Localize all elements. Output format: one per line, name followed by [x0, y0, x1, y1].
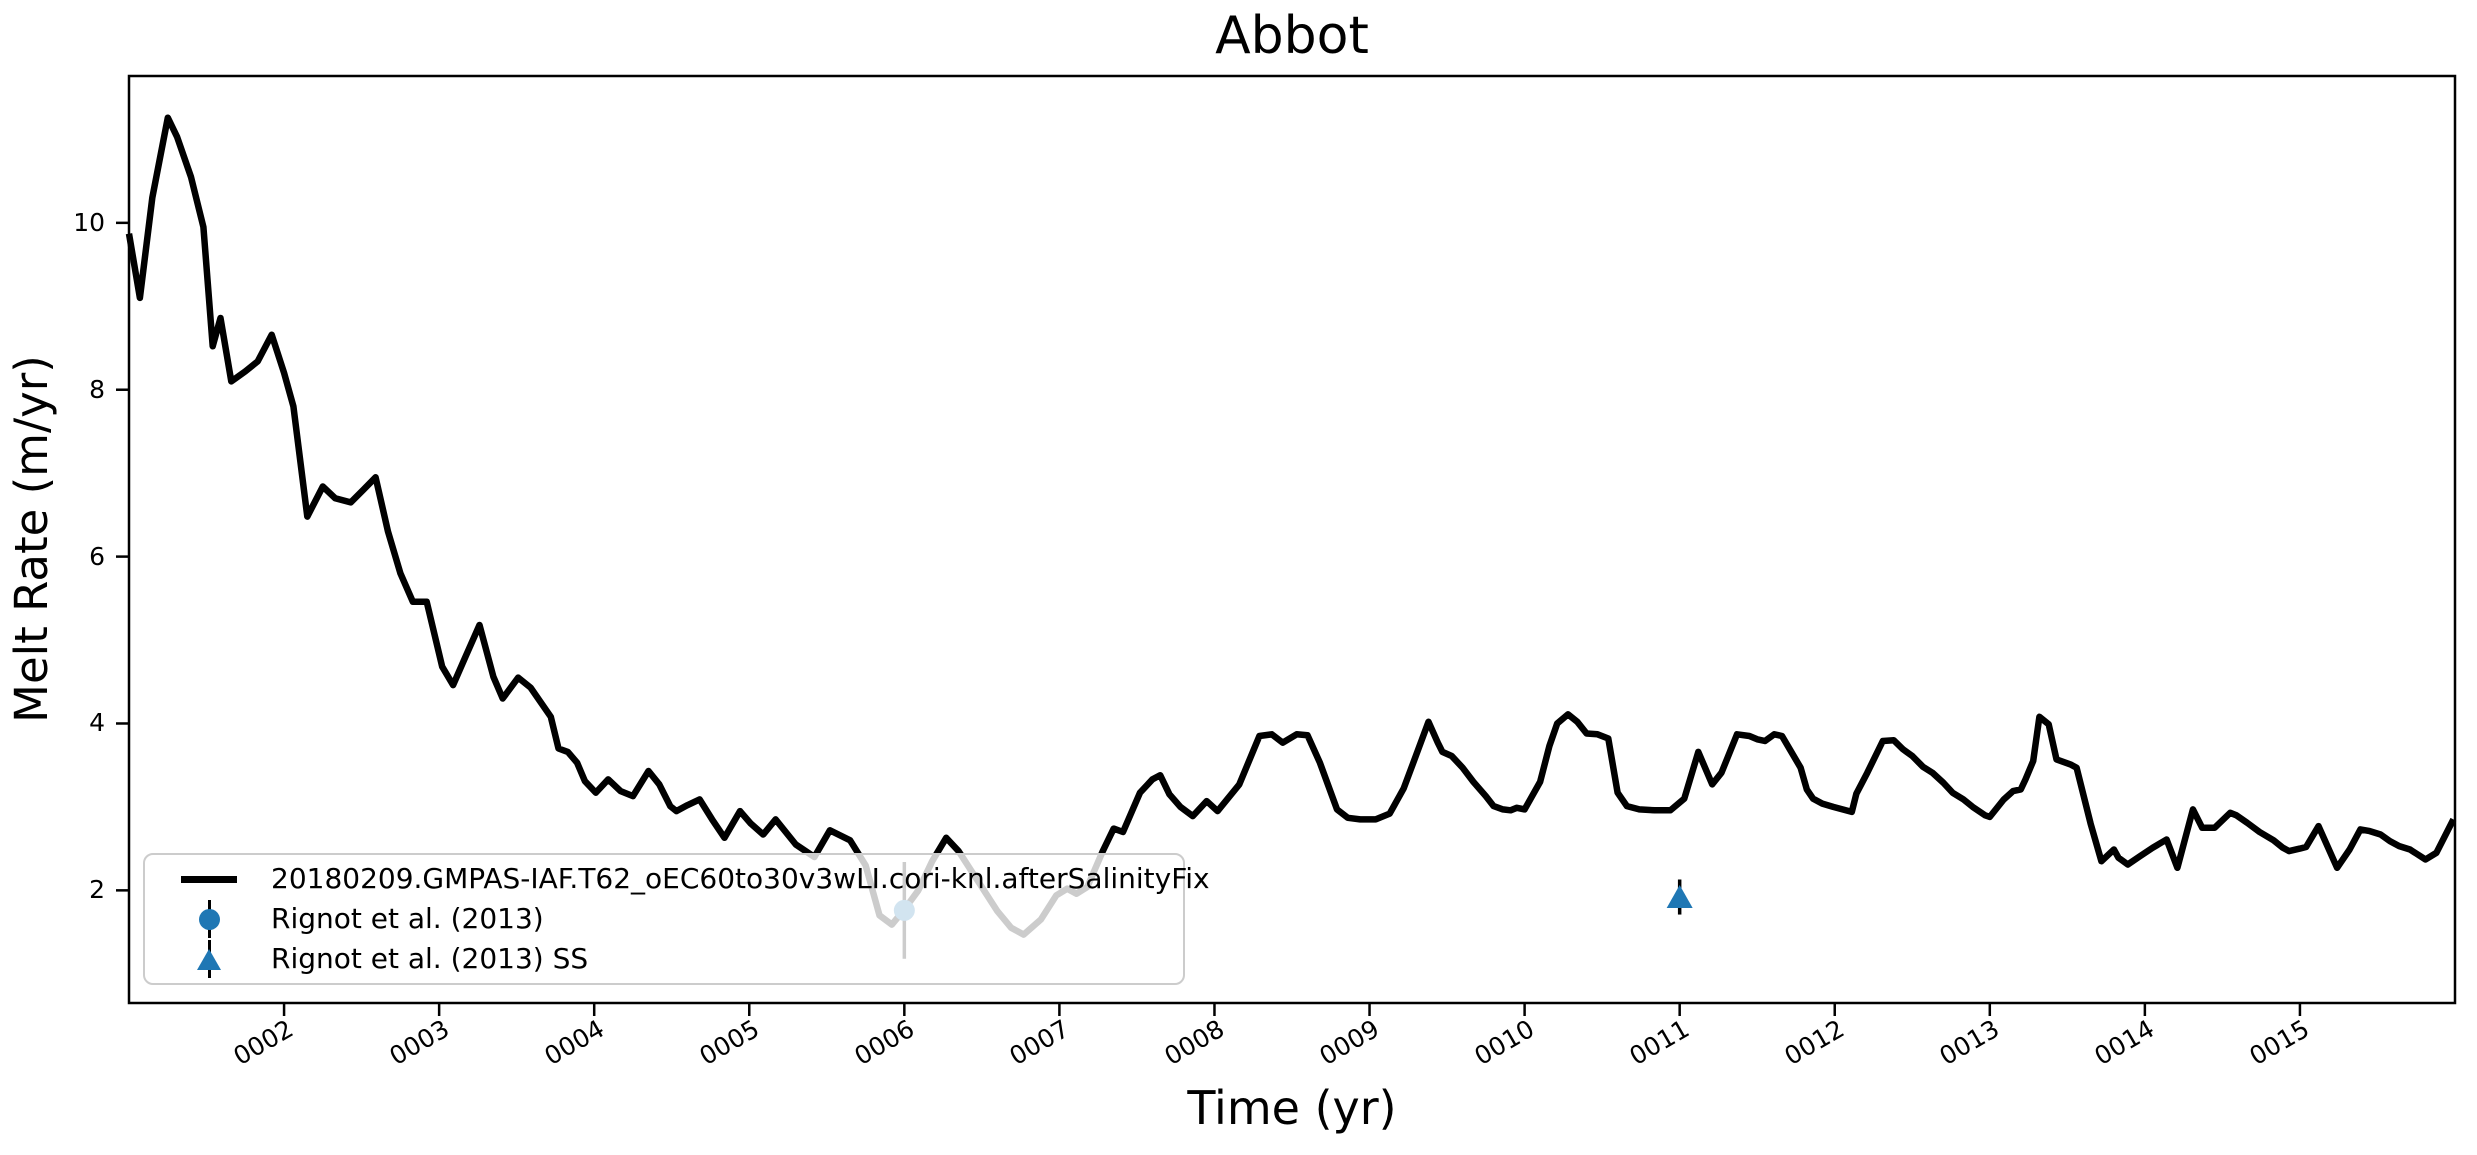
- legend-entry-rignot: Rignot et al. (2013): [145, 900, 1183, 938]
- legend-label: Rignot et al. (2013) SS: [271, 942, 589, 975]
- melt-rate-line: [125, 114, 2457, 938]
- y-tick-label: 4: [89, 708, 105, 738]
- circle-errorbar-marker-icon: [161, 900, 257, 938]
- y-tick-label: 6: [89, 541, 105, 571]
- black-line-swatch-icon: [161, 860, 257, 898]
- chart-title: Abbot: [1215, 6, 1369, 66]
- triangle-errorbar-marker-icon: [161, 940, 257, 978]
- x-axis-label: Time (yr): [1187, 1081, 1397, 1135]
- y-tick-label: 8: [89, 374, 105, 404]
- legend-label: 20180209.GMPAS-IAF.T62_oEC60to30v3wLI.co…: [271, 862, 1210, 895]
- legend-label: Rignot et al. (2013): [271, 902, 544, 935]
- observation-triangle-marker: [1666, 885, 1693, 909]
- plot-frame: [127, 74, 2457, 1005]
- legend-box: 20180209.GMPAS-IAF.T62_oEC60to30v3wLI.co…: [143, 853, 1210, 985]
- y-tick-label: 2: [89, 875, 105, 905]
- y-axis-label: Melt Rate (m/yr): [5, 355, 58, 723]
- legend-entry-rignot-ss: Rignot et al. (2013) SS: [145, 940, 1183, 978]
- legend-entry-simulation: 20180209.GMPAS-IAF.T62_oEC60to30v3wLI.co…: [145, 860, 1210, 898]
- y-tick-label: 10: [73, 207, 105, 237]
